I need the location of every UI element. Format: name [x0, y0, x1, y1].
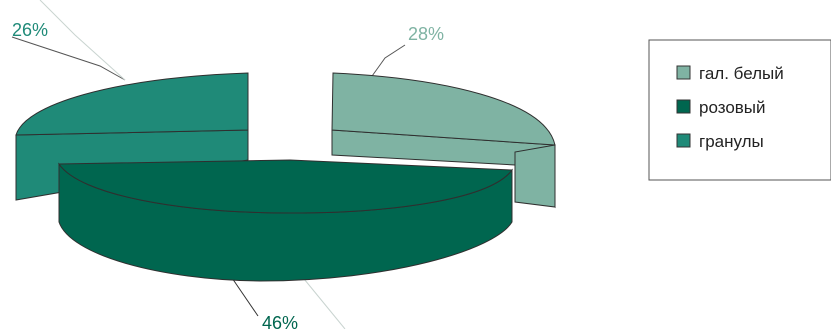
slice-gal-belyy-front — [514, 144, 556, 208]
slice-rozovyy-top — [58, 159, 513, 214]
legend-label-gal-belyy: гал. белый — [699, 64, 784, 83]
legend-label-granuly: гранулы — [699, 132, 764, 151]
leader-line-granuly — [11, 36, 126, 81]
legend-label-rozovyy: розовый — [699, 98, 766, 117]
pct-label-rozovyy: 46% — [262, 313, 298, 329]
legend-swatch-gal-belyy — [676, 65, 691, 80]
leader-line-rozovyy — [229, 274, 259, 317]
pct-label-gal-belyy: 28% — [408, 24, 444, 44]
slice-granuly-top — [15, 72, 249, 136]
slice-rozovyy — [58, 159, 513, 282]
legend: гал. белый розовый гранулы — [648, 39, 831, 181]
legend-swatch-rozovyy — [676, 99, 691, 114]
leader-line-rozovyy-tail — [299, 273, 346, 329]
legend-swatch-granuly — [676, 133, 691, 148]
slice-gal-belyy — [331, 72, 556, 209]
slice-gal-belyy-top — [331, 72, 556, 146]
leader-line-granuly-tail — [39, 0, 126, 81]
pct-label-granuly: 26% — [12, 20, 48, 40]
